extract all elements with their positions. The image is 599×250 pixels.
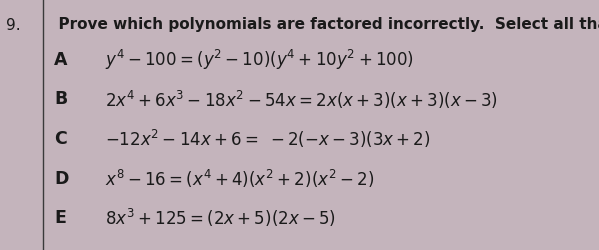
Text: D: D: [54, 170, 68, 188]
Text: $-12x^2 - 14x + 6 = \ -2(-x - 3)(3x + 2)$: $-12x^2 - 14x + 6 = \ -2(-x - 3)(3x + 2)…: [105, 128, 430, 150]
Text: $2x^4 + 6x^3 - 18x^2 - 54x = 2x(x + 3)(x + 3)(x - 3)$: $2x^4 + 6x^3 - 18x^2 - 54x = 2x(x + 3)(x…: [105, 88, 498, 110]
Text: $y^4 - 100 = (y^2 - 10)(y^4 + 10y^2 + 100)$: $y^4 - 100 = (y^2 - 10)(y^4 + 10y^2 + 10…: [105, 48, 414, 72]
Text: E: E: [54, 209, 66, 227]
Text: B: B: [54, 90, 67, 108]
Text: C: C: [54, 130, 66, 148]
Text: A: A: [54, 51, 68, 69]
Text: 9.: 9.: [6, 18, 20, 32]
Text: $x^8 - 16 = (x^4 + 4)(x^2 + 2)(x^2 - 2)$: $x^8 - 16 = (x^4 + 4)(x^2 + 2)(x^2 - 2)$: [105, 168, 374, 190]
Text: $8x^3 + 125 = (2x + 5)(2x - 5)$: $8x^3 + 125 = (2x + 5)(2x - 5)$: [105, 207, 336, 229]
Text: Prove which polynomials are factored incorrectly.  Select all that apply.: Prove which polynomials are factored inc…: [48, 18, 599, 32]
